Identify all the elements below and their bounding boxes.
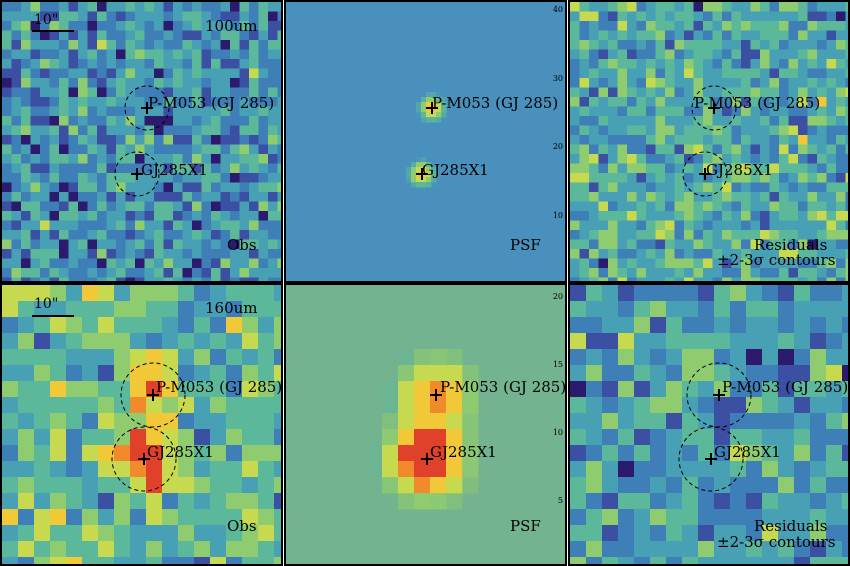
- panel-100um-obs: 10" 100um P-M053 (GJ 285) GJ285X1 Obs: [0, 0, 283, 283]
- panel-160um-psf: 20 15 10 5 P-M053 (GJ 285) GJ285X1 PSF: [284, 283, 567, 566]
- y-tick-label: 10: [552, 428, 563, 437]
- corner-label-obs: Obs: [227, 236, 257, 254]
- aperture-circle: [678, 426, 744, 492]
- y-tick-label: 40: [552, 5, 563, 14]
- panel-160um-obs: 10" 160um P-M053 (GJ 285) GJ285X1 Obs: [0, 283, 283, 566]
- star-label-pm053: P-M053 (GJ 285): [156, 378, 283, 396]
- star-label-pm053: P-M053 (GJ 285): [440, 378, 567, 396]
- pixel-grid: [286, 285, 565, 564]
- aperture-circle: [124, 85, 170, 131]
- heatmap-100um-obs: [2, 2, 281, 281]
- scale-bar: [32, 315, 74, 317]
- star-label-pm053: P-M053 (GJ 285): [722, 378, 849, 396]
- corner-label-residuals: Residuals: [754, 236, 828, 254]
- panel-100um-psf: 40 30 20 10 P-M053 (GJ 285) GJ285X1 PSF: [284, 0, 567, 283]
- star-label-gj285x1: GJ285X1: [141, 161, 208, 179]
- pixel-grid: [2, 285, 281, 564]
- aperture-circle: [682, 151, 728, 197]
- star-label-pm053: P-M053 (GJ 285): [148, 94, 275, 112]
- y-tick-label: 15: [552, 360, 563, 369]
- panel-100um-residuals: P-M053 (GJ 285) GJ285X1 Residuals ±2-3σ …: [568, 0, 850, 283]
- band-label: 100um: [205, 17, 258, 35]
- star-marker-cross: [708, 102, 720, 114]
- corner-label-contours: ±2-3σ contours: [717, 251, 836, 269]
- aperture-circle: [120, 362, 186, 428]
- star-marker-cross: [131, 168, 143, 180]
- y-tick-label: 20: [552, 142, 563, 151]
- star-marker-cross: [141, 102, 153, 114]
- scale-bar-label: 10": [34, 296, 59, 312]
- aperture-circle: [114, 151, 160, 197]
- star-label-gj285x1: GJ285X1: [714, 443, 781, 461]
- star-marker-cross: [430, 389, 442, 401]
- y-tick-label: 10: [552, 211, 563, 220]
- star-marker-cross: [147, 389, 159, 401]
- y-tick-label: 30: [552, 74, 563, 83]
- star-marker-cross: [426, 102, 438, 114]
- y-tick-label: 20: [552, 292, 563, 301]
- star-marker-cross: [713, 389, 725, 401]
- corner-label-psf: PSF: [510, 517, 541, 535]
- aperture-circle: [111, 426, 177, 492]
- heatmap-160um-psf: [286, 285, 565, 564]
- star-marker-cross: [138, 453, 150, 465]
- heatmap-100um-psf: [286, 2, 565, 281]
- star-marker-cross: [699, 168, 711, 180]
- pixel-grid: [286, 2, 565, 281]
- aperture-circle: [691, 85, 737, 131]
- scale-bar: [32, 30, 74, 32]
- star-label-gj285x1: GJ285X1: [147, 443, 214, 461]
- star-label-gj285x1: GJ285X1: [706, 161, 773, 179]
- corner-label-psf: PSF: [510, 236, 541, 254]
- star-label-pm053: P-M053 (GJ 285): [694, 94, 821, 112]
- star-marker-cross: [705, 453, 717, 465]
- star-label-pm053: P-M053 (GJ 285): [432, 94, 559, 112]
- heatmap-100um-residuals: [570, 2, 848, 281]
- star-label-gj285x1: GJ285X1: [430, 443, 497, 461]
- panel-160um-residuals: P-M053 (GJ 285) GJ285X1 Residuals ±2-3σ …: [568, 283, 850, 566]
- star-label-gj285x1: GJ285X1: [422, 161, 489, 179]
- heatmap-160um-residuals: [570, 285, 848, 564]
- aperture-circle: [686, 362, 752, 428]
- heatmap-160um-obs: [2, 285, 281, 564]
- star-marker-cross: [416, 168, 428, 180]
- pixel-grid: [570, 2, 848, 281]
- scale-bar-label: 10": [34, 12, 59, 28]
- corner-label-residuals: Residuals: [754, 517, 828, 535]
- star-marker-cross: [421, 453, 433, 465]
- pixel-grid: [2, 2, 281, 281]
- band-label: 160um: [205, 299, 258, 317]
- y-tick-label: 5: [557, 496, 563, 505]
- corner-label-contours: ±2-3σ contours: [717, 533, 836, 551]
- corner-label-obs: Obs: [227, 517, 257, 535]
